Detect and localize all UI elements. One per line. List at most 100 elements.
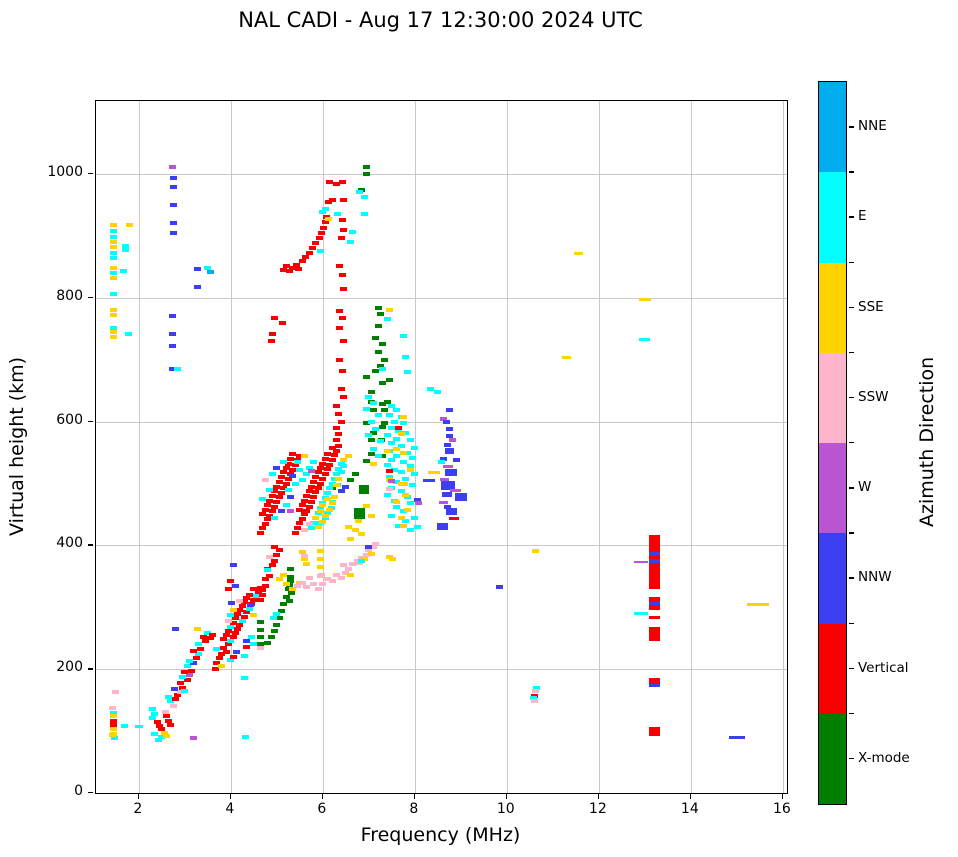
scatter-point (259, 512, 267, 517)
scatter-point (383, 317, 391, 322)
scatter-point (257, 635, 265, 640)
x-tick (689, 793, 692, 799)
scatter-point (227, 612, 235, 617)
scatter-point (174, 367, 182, 371)
scatter-point (247, 635, 255, 640)
colorbar-boundary-tick (848, 171, 854, 173)
scatter-point (264, 568, 272, 573)
scatter-point (229, 655, 237, 660)
scatter-point (231, 616, 239, 621)
x-tick (413, 793, 416, 799)
scatter-point (340, 464, 347, 469)
scatter-point (573, 252, 583, 256)
scatter-point (213, 647, 221, 652)
scatter-point (275, 548, 283, 553)
scatter-point (305, 505, 313, 510)
scatter-point (161, 709, 169, 714)
scatter-point (169, 704, 177, 709)
scatter-point (303, 584, 311, 589)
scatter-point (340, 227, 347, 232)
scatter-point (648, 539, 660, 545)
scatter-point (261, 583, 269, 588)
scatter-point (170, 220, 178, 225)
scatter-point (354, 507, 366, 519)
scatter-point (277, 490, 285, 495)
scatter-point (392, 480, 400, 485)
scatter-point (402, 354, 410, 359)
scatter-point (374, 305, 382, 310)
scatter-point (287, 495, 295, 500)
scatter-point (335, 466, 343, 471)
scatter-point (300, 553, 308, 558)
scatter-point (321, 456, 329, 461)
scatter-point (330, 476, 338, 481)
scatter-point (319, 476, 327, 481)
scatter-point (288, 591, 296, 596)
scatter-point (374, 413, 382, 418)
scatter-point (383, 448, 391, 453)
colorbar-label: Azimuth Direction (916, 356, 938, 528)
scatter-point (286, 583, 294, 588)
scatter-point (170, 185, 178, 190)
scatter-point (648, 726, 660, 736)
scatter-point (234, 611, 242, 616)
scatter-point (284, 487, 292, 492)
scatter-point (365, 394, 373, 399)
scatter-point (185, 673, 193, 678)
scatter-point (386, 308, 393, 313)
gridline-vertical (138, 101, 140, 793)
scatter-point (399, 414, 407, 419)
scatter-point (170, 202, 178, 207)
scatter-point (317, 466, 324, 471)
scatter-point (282, 481, 290, 486)
scatter-point (388, 479, 396, 484)
x-tick-label: 8 (409, 801, 419, 817)
scatter-point (386, 475, 393, 480)
scatter-point (277, 509, 285, 514)
plot-area (95, 100, 788, 794)
scatter-point (301, 254, 309, 259)
scatter-point (411, 472, 419, 477)
scatter-point (261, 521, 269, 526)
scatter-point (402, 518, 410, 523)
scatter-point (648, 580, 660, 586)
scatter-point (257, 627, 265, 632)
scatter-point (109, 292, 117, 297)
scatter-point (319, 210, 327, 215)
scatter-point (386, 487, 393, 492)
scatter-point (174, 693, 182, 698)
scatter-point (317, 248, 324, 253)
scatter-point (151, 732, 159, 737)
scatter-point (409, 455, 417, 460)
scatter-point (328, 501, 336, 506)
scatter-point (286, 269, 294, 274)
scatter-point (222, 649, 230, 654)
scatter-point (333, 573, 341, 578)
colorbar-tick (848, 757, 854, 760)
colorbar-tick-label: NNW (858, 569, 892, 586)
scatter-point (639, 338, 651, 342)
scatter-point (183, 664, 191, 669)
colorbar-segment-ssw (819, 352, 846, 443)
scatter-point (367, 419, 375, 424)
scatter-point (337, 387, 345, 392)
scatter-point (314, 586, 322, 591)
scatter-point (351, 527, 359, 532)
scatter-point (126, 222, 134, 227)
scatter-point (337, 236, 345, 241)
scatter-point (381, 408, 389, 413)
scatter-point (374, 453, 382, 458)
scatter-point (360, 194, 368, 199)
scatter-point (648, 576, 660, 582)
scatter-point (383, 462, 391, 467)
scatter-point (336, 264, 344, 269)
scatter-point (381, 357, 389, 362)
scatter-point (250, 642, 258, 647)
scatter-point (167, 699, 175, 704)
scatter-point (296, 467, 304, 472)
scatter-point (406, 464, 414, 469)
scatter-point (250, 597, 258, 602)
scatter-point (236, 599, 244, 604)
scatter-point (275, 480, 283, 485)
scatter-point (365, 548, 373, 553)
